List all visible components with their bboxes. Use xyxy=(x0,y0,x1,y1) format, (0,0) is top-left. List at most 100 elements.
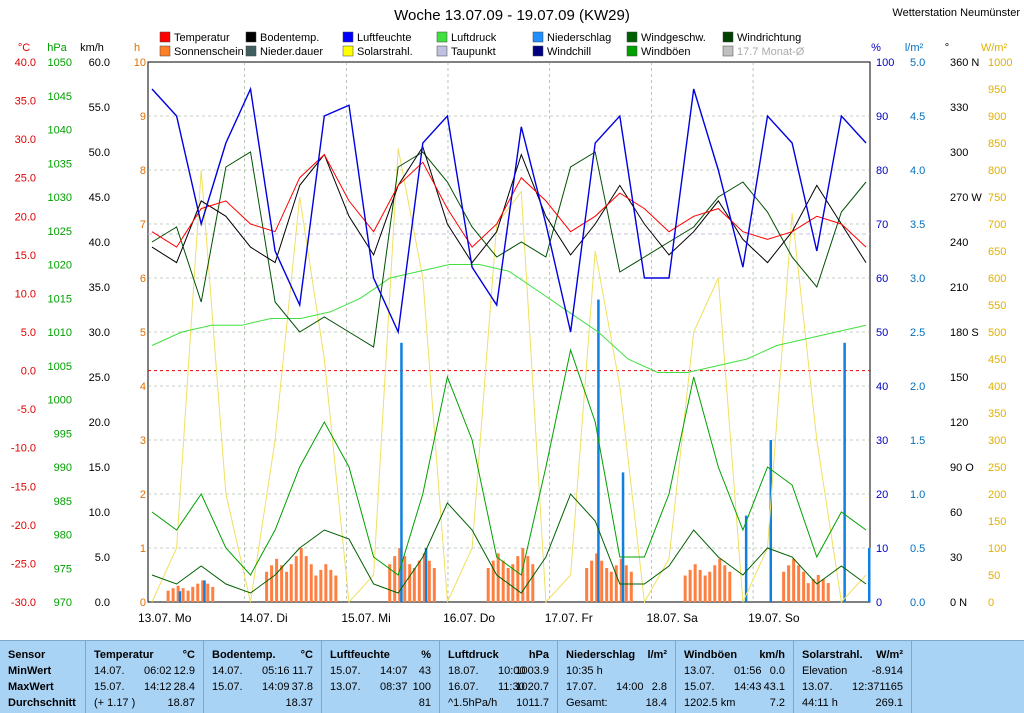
axis-tick-rain: 2.0 xyxy=(910,381,925,393)
stats-unit: °C xyxy=(182,649,195,661)
axis-tick-solar: 300 xyxy=(988,435,1006,447)
sunshine-bar xyxy=(683,575,687,602)
legend-swatch xyxy=(532,45,544,57)
legend-swatch xyxy=(245,45,257,57)
legend-swatch xyxy=(436,45,448,57)
series-line-luftfeuchte xyxy=(151,86,867,335)
legend-item: Sonnenschein xyxy=(159,45,244,58)
sunshine-bar xyxy=(811,579,815,602)
stats-cell-date: 15.07. xyxy=(684,681,715,693)
legend-item: Luftfeuchte xyxy=(342,31,411,44)
stats-cell-time: 01:56 xyxy=(734,665,762,677)
axis-tick-sun: 4 xyxy=(140,381,146,393)
bars xyxy=(166,299,871,602)
axis-tick-pressure: 1045 xyxy=(48,91,72,103)
stats-cell-value: 81 xyxy=(418,697,431,709)
axis-tick-pressure: 1040 xyxy=(48,125,72,137)
sunshine-bar xyxy=(688,569,692,602)
axis-tick-temp: -20.0 xyxy=(11,520,36,532)
axis-tick-wind: 60.0 xyxy=(89,57,110,69)
axis-tick-rain: 3.0 xyxy=(910,273,925,285)
legend-swatch xyxy=(342,45,354,57)
sunshine-bar xyxy=(211,586,215,602)
sunshine-bar xyxy=(806,583,810,602)
axis-tick-solar: 100 xyxy=(988,543,1006,555)
stats-cell-date: ^1.5hPa/h xyxy=(448,697,498,709)
sunshine-bar xyxy=(270,565,274,602)
stats-header: Niederschlag xyxy=(566,649,636,661)
axis-tick-rain: 5.0 xyxy=(910,57,925,69)
axis-tick-wind: 15.0 xyxy=(89,462,110,474)
axis-tick-solar: 50 xyxy=(988,570,1000,582)
stats-cell-time: 14:07 xyxy=(380,665,408,677)
stats-cell-date: 16.07. xyxy=(448,681,479,693)
grid: 13.07. Mo 14.07. Di 15.07. Mi 16.07. Do 17.0… xyxy=(138,62,870,625)
stats-cell-time: 14:43 xyxy=(734,681,762,693)
legend-swatch xyxy=(722,45,734,57)
axis-tick-pressure: 1000 xyxy=(48,395,72,407)
axis-tick-direction: 30 xyxy=(950,552,962,564)
axis-tick-humidity: 100 xyxy=(876,57,894,69)
sunshine-bar xyxy=(797,565,801,602)
sunshine-bar xyxy=(334,575,338,602)
axis-tick-direction: 240 xyxy=(950,237,968,249)
axis-tick-direction: 150 xyxy=(950,372,968,384)
rain-bar xyxy=(621,472,625,602)
legend: Temperatur Sonnenschein Bodentemp. Nieder.d… xyxy=(159,31,805,58)
axis-tick-sun: 3 xyxy=(140,435,146,447)
legend-item: Windchill xyxy=(532,45,591,58)
axis-tick-wind: 45.0 xyxy=(89,192,110,204)
sunshine-bar xyxy=(299,548,303,602)
axis-tick-humidity: 0 xyxy=(876,597,882,609)
legend-swatch xyxy=(626,31,638,43)
axis-tick-pressure: 1050 xyxy=(48,57,72,69)
rain-bar xyxy=(203,580,206,602)
axis-tick-wind: 55.0 xyxy=(89,102,110,114)
sunshine-bar xyxy=(609,571,613,602)
rain-bar xyxy=(178,591,182,602)
axis-tick-humidity: 30 xyxy=(876,435,888,447)
axis-tick-direction: 330 xyxy=(950,102,968,114)
stats-cell-value: 43.1 xyxy=(763,681,785,693)
legend-label: Niederschlag xyxy=(547,32,611,44)
axis-tick-temp: 35.0 xyxy=(15,96,36,108)
sunshine-bar xyxy=(718,558,722,602)
stats-column: Windböen km/h 13.07. 01:56 0.0 15.07. 14:43 43.… xyxy=(676,641,794,713)
axis-tick-direction: 0 N xyxy=(950,597,967,609)
sunshine-bar xyxy=(186,590,190,602)
sunshine-bar xyxy=(486,567,490,602)
series-lines xyxy=(151,86,867,604)
axis-tick-pressure: 1020 xyxy=(48,260,72,272)
legend-label: Windgeschw. xyxy=(641,32,706,44)
axis-tick-humidity: 90 xyxy=(876,111,888,123)
stats-cell-date: Gesamt: xyxy=(566,697,608,709)
axis-tick-temp: -30.0 xyxy=(11,597,36,609)
sunshine-bar xyxy=(516,556,520,602)
stats-cell-time: 14:09 xyxy=(262,681,290,693)
legend-item: Windgeschw. xyxy=(626,31,706,44)
axis-tick-solar: 0 xyxy=(988,597,994,609)
axis-tick-pressure: 970 xyxy=(54,597,72,609)
stats-unit: l/m² xyxy=(647,649,667,661)
legend-label: Sonnenschein xyxy=(174,46,244,58)
axis-tick-pressure: 1035 xyxy=(48,158,72,170)
legend-label: Luftdruck xyxy=(451,32,497,44)
stats-cell-value: 11.7 xyxy=(292,665,313,677)
stats-header: Solarstrahl. xyxy=(802,649,863,661)
sunshine-bar xyxy=(491,560,495,602)
legend-item: Nieder.dauer xyxy=(245,45,323,58)
stats-column: Bodentemp. °C 14.07. 05:16 11.7 15.07. 14:09 37… xyxy=(204,641,322,713)
sunshine-bar xyxy=(713,565,717,602)
axis-tick-solar: 750 xyxy=(988,192,1006,204)
legend-item: 17.7 Monat-Ø xyxy=(722,45,805,58)
stats-unit: °C xyxy=(300,649,313,661)
stats-cell-date: 13.07. xyxy=(330,681,361,693)
sunshine-bar xyxy=(521,548,525,602)
sunshine-bar xyxy=(314,575,318,602)
sunshine-bar xyxy=(792,558,796,602)
axis-tick-wind: 25.0 xyxy=(89,372,110,384)
axis-tick-direction: 270 W xyxy=(950,192,982,204)
sunshine-bar xyxy=(393,556,397,602)
x-tick-label: 14.07. Di xyxy=(240,611,288,625)
axis-tick-humidity: 50 xyxy=(876,327,888,339)
